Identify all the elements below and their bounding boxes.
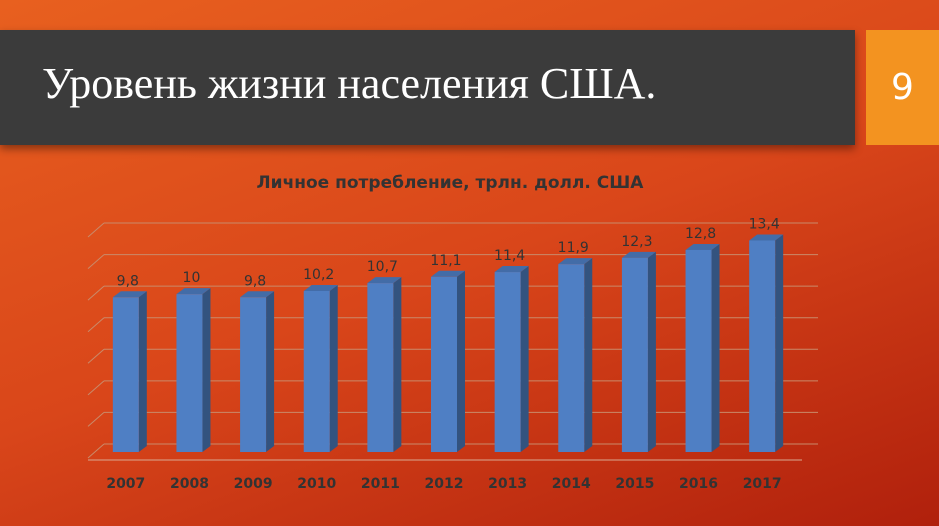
bar: [176, 294, 203, 452]
bar: [112, 297, 139, 452]
value-label: 12,3: [621, 234, 652, 250]
bar-top: [367, 277, 402, 284]
bar-side: [775, 234, 784, 452]
bar-top: [494, 266, 529, 273]
value-label: 10: [183, 270, 201, 286]
x-tick-label: 2015: [615, 476, 654, 492]
bar: [621, 257, 648, 452]
bar-top: [558, 258, 593, 265]
bar: [303, 290, 330, 452]
bar: [367, 283, 394, 452]
x-tick-label: 2016: [679, 476, 718, 492]
bar-side: [520, 266, 529, 452]
bar-top: [431, 270, 465, 277]
bar: [431, 276, 457, 452]
value-label: 11,1: [430, 253, 461, 269]
grid-line-side: [87, 380, 105, 396]
x-tick-label: 2014: [552, 476, 591, 492]
bar-side: [457, 270, 465, 452]
grid-line-side: [87, 348, 105, 364]
grid-line-side: [87, 285, 105, 301]
bar: [685, 249, 712, 452]
bar-side: [393, 277, 402, 452]
x-tick-label: 2013: [488, 476, 527, 492]
bar: [749, 240, 776, 452]
bar: [494, 272, 521, 452]
grid-line-side: [87, 412, 105, 427]
bar: [558, 264, 585, 452]
value-label: 11,9: [558, 240, 589, 256]
bar-top: [176, 288, 211, 295]
bar-side: [584, 258, 593, 452]
bar: [240, 297, 267, 452]
value-label: 11,4: [494, 248, 525, 264]
x-tick-label: 2012: [425, 476, 464, 492]
bar-top: [621, 251, 656, 258]
x-tick-label: 2007: [106, 476, 145, 492]
bar-side: [138, 291, 147, 452]
x-tick-label: 2011: [361, 476, 400, 492]
value-label: 13,4: [749, 216, 780, 232]
x-tick-label: 2009: [234, 476, 273, 492]
value-label: 9,8: [117, 273, 139, 289]
page-number: 9: [866, 30, 939, 145]
bar-side: [266, 291, 275, 452]
x-tick-label: 2008: [170, 476, 209, 492]
x-tick-label: 2017: [743, 476, 782, 492]
bar-side: [329, 284, 338, 452]
grid-line-side: [87, 254, 105, 269]
bar-top: [685, 243, 720, 250]
value-label: 10,2: [303, 267, 334, 283]
slide-title: Уровень жизни населения США.: [42, 59, 657, 108]
value-label: 10,7: [367, 259, 398, 275]
title-banner: [0, 30, 855, 145]
value-label: 9,8: [244, 273, 266, 289]
bar-top: [749, 234, 784, 241]
bar-side: [202, 288, 211, 452]
grid-line-side: [87, 443, 105, 459]
bar-side: [647, 251, 656, 452]
bar-top: [303, 284, 338, 291]
value-label: 12,8: [685, 226, 716, 242]
bar-top: [112, 291, 147, 298]
grid-line-side: [87, 222, 105, 238]
x-tick-label: 2010: [297, 476, 336, 492]
bar-side: [711, 243, 720, 452]
chart-title: Личное потребление, трлн. долл. США: [257, 173, 645, 193]
bar-top: [240, 291, 275, 298]
grid-line-side: [87, 317, 105, 333]
